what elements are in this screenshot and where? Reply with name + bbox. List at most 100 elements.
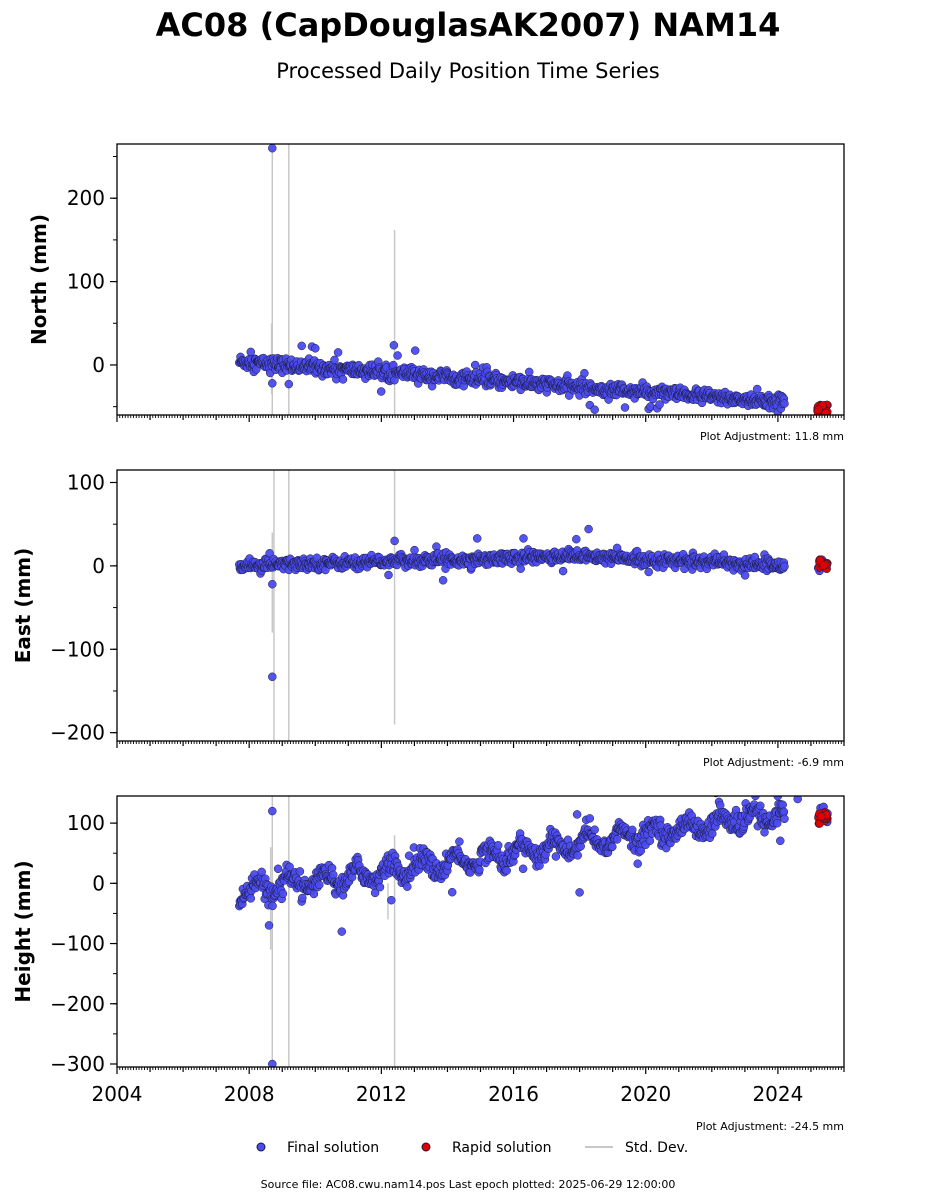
legend-final-marker bbox=[256, 1142, 266, 1152]
y-tick-label: 0 bbox=[92, 353, 105, 377]
final-solution-point bbox=[370, 888, 380, 898]
panel-east: −200 −100 0 100 East (mm) Plot Adjustment: -6… bbox=[11, 469, 845, 769]
final-solution-point bbox=[572, 810, 582, 819]
y-tick-label: −100 bbox=[50, 637, 105, 661]
axes-frame bbox=[116, 795, 845, 1068]
final-solution-point bbox=[268, 1059, 277, 1067]
final-solution-point bbox=[376, 387, 386, 396]
plot-adjustment-note: Plot Adjustment: -6.9 mm bbox=[703, 756, 844, 769]
final-solution-point bbox=[740, 571, 750, 580]
final-solution-point bbox=[268, 144, 277, 153]
final-solution-point bbox=[455, 837, 464, 846]
final-solution-point bbox=[645, 836, 655, 846]
final-solution-point bbox=[772, 818, 782, 828]
final-solution-point bbox=[315, 880, 324, 890]
final-solution-point bbox=[493, 841, 503, 850]
y-tick-label: −200 bbox=[50, 992, 105, 1016]
final-solution-point bbox=[612, 835, 622, 844]
final-solution-point bbox=[516, 564, 525, 573]
final-solution-point bbox=[752, 384, 762, 394]
x-tick-label: 2004 bbox=[92, 1082, 143, 1106]
final-solution-point bbox=[780, 562, 789, 571]
final-solution-point bbox=[265, 549, 274, 558]
final-solution-point bbox=[278, 889, 288, 898]
final-solution-point bbox=[756, 801, 765, 811]
final-solution-point bbox=[329, 870, 338, 880]
legend-rapid-marker bbox=[421, 1142, 431, 1152]
y-tick-label: 0 bbox=[92, 554, 105, 578]
final-solution-point bbox=[297, 341, 306, 351]
final-solution-point bbox=[776, 836, 785, 846]
final-solution-point bbox=[760, 828, 769, 837]
final-solution-point bbox=[268, 579, 277, 589]
plot-adjustment-note: Plot Adjustment: 11.8 mm bbox=[700, 430, 844, 443]
y-tick-label: 100 bbox=[67, 811, 105, 835]
final-solution-point bbox=[295, 867, 305, 876]
final-solution-point bbox=[338, 375, 348, 384]
final-solution-point bbox=[575, 888, 584, 897]
final-solution-point bbox=[573, 851, 582, 860]
panel-height: −300 −200 −100 0 100 2004 2008 2012 2016 2020 2024… bbox=[11, 795, 845, 1133]
x-tick-label: 2020 bbox=[620, 1082, 671, 1106]
final-solution-point bbox=[778, 800, 787, 810]
final-solution-point bbox=[375, 882, 385, 892]
final-solution-point bbox=[655, 400, 664, 409]
final-solution-point bbox=[264, 921, 274, 930]
final-solution-point bbox=[387, 895, 396, 905]
final-solution-point bbox=[580, 368, 589, 378]
final-solution-point bbox=[584, 524, 593, 534]
final-solution-point bbox=[475, 865, 484, 874]
final-solution-point bbox=[608, 842, 617, 852]
y-tick-label: 200 bbox=[67, 186, 105, 210]
final-solution-point bbox=[585, 814, 595, 823]
y-tick-label: 100 bbox=[67, 270, 105, 294]
x-tick-label: 2024 bbox=[752, 1082, 803, 1106]
final-solution-point bbox=[780, 399, 789, 408]
final-solution-point bbox=[708, 829, 717, 838]
final-solution-point bbox=[309, 889, 319, 899]
legend-std-label: Std. Dev. bbox=[625, 1140, 688, 1156]
x-tick-label: 2016 bbox=[488, 1082, 539, 1106]
y-tick-label: 0 bbox=[92, 871, 105, 895]
x-tick-label: 2012 bbox=[356, 1082, 407, 1106]
final-solution-point bbox=[268, 806, 277, 816]
y-tick-label: 100 bbox=[67, 471, 105, 495]
final-solution-point bbox=[447, 887, 457, 897]
final-solution-point bbox=[780, 814, 789, 824]
final-solution-point bbox=[337, 927, 347, 936]
final-solution-point bbox=[558, 566, 568, 576]
final-solution-point bbox=[633, 859, 642, 868]
final-solution-point bbox=[285, 862, 294, 872]
y-axis-label: North (mm) bbox=[27, 214, 51, 345]
final-solution-point bbox=[438, 576, 448, 585]
final-solution-point bbox=[268, 901, 277, 911]
final-solution-point bbox=[268, 672, 277, 682]
legend-rapid-label: Rapid solution bbox=[452, 1140, 552, 1156]
final-solution-point bbox=[502, 866, 511, 875]
final-solution-point bbox=[518, 864, 528, 874]
y-axis-label: East (mm) bbox=[11, 548, 35, 664]
plot-area bbox=[235, 796, 832, 1067]
final-solution-point bbox=[793, 796, 802, 804]
y-tick-label: −100 bbox=[50, 932, 105, 956]
final-solution-point bbox=[273, 864, 283, 874]
legend-final-label: Final solution bbox=[287, 1140, 379, 1156]
final-solution-point bbox=[384, 570, 393, 580]
final-solution-point bbox=[590, 825, 599, 834]
final-solution-point bbox=[311, 344, 320, 353]
chart-title: AC08 (CapDouglasAK2007) NAM14 bbox=[156, 6, 781, 44]
final-solution-point bbox=[751, 796, 760, 801]
plot-adjustment-note: Plot Adjustment: -24.5 mm bbox=[696, 1120, 844, 1133]
final-solution-point bbox=[551, 852, 561, 861]
final-solution-point bbox=[298, 893, 307, 903]
final-solution-point bbox=[470, 360, 480, 370]
final-solution-point bbox=[524, 367, 534, 377]
final-solution-point bbox=[284, 379, 294, 389]
final-solution-point bbox=[333, 348, 343, 357]
final-solution-point bbox=[246, 894, 256, 903]
final-solution-point bbox=[268, 379, 277, 388]
final-solution-point bbox=[390, 536, 399, 546]
rapid-solution-point bbox=[814, 405, 823, 414]
final-solution-point bbox=[410, 346, 420, 355]
